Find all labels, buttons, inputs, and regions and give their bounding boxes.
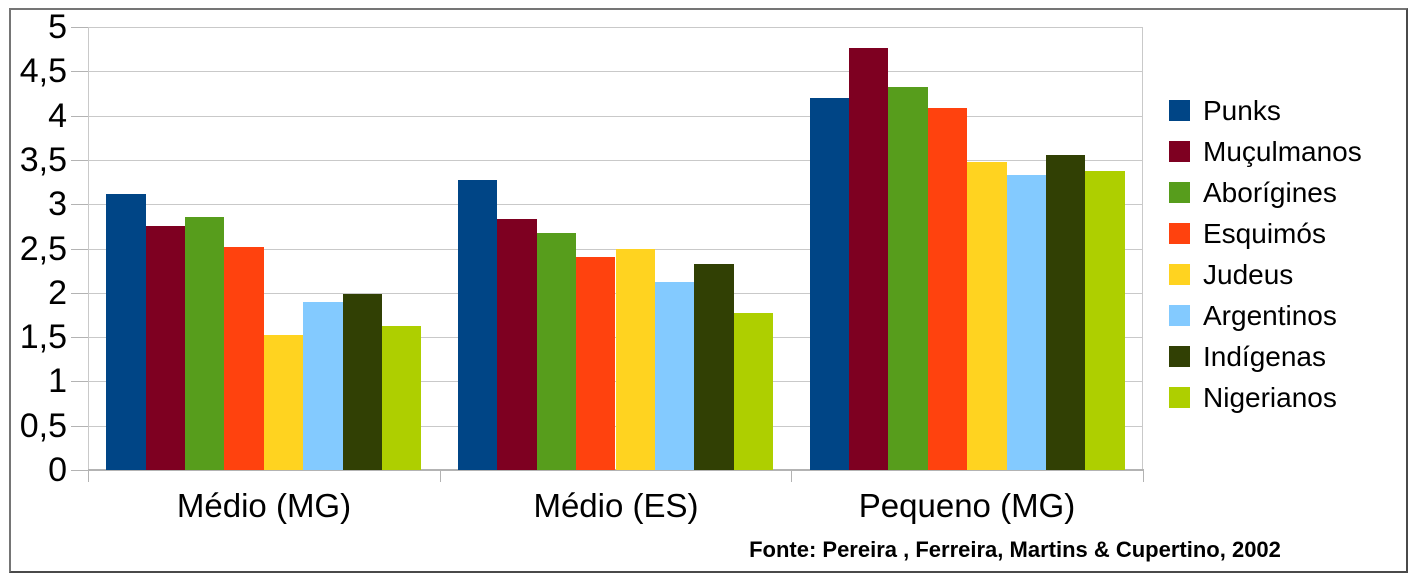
- gridline: [88, 115, 1143, 117]
- y-axis-label: 1: [48, 362, 67, 400]
- legend-item-muculmanos: Muçulmanos: [1169, 136, 1362, 167]
- legend-color-swatch-icon: [1169, 305, 1190, 326]
- legend-item-indigenas: Indígenas: [1169, 341, 1362, 372]
- bar-punks-medio-es: [457, 180, 498, 470]
- y-axis-label: 4,5: [19, 52, 67, 90]
- bar-nigerianos-pequeno-mg: [1085, 170, 1125, 470]
- gridline: [88, 27, 1143, 28]
- y-axis-label: 1,5: [19, 318, 67, 356]
- bar-esquimos-pequeno-mg: [927, 107, 968, 470]
- y-axis-label: 3: [48, 185, 67, 223]
- bar-judeus-medio-mg: [263, 335, 304, 470]
- x-axis-label-medio-es: Médio (ES): [533, 487, 699, 524]
- bar-aborigines-medio-es: [536, 233, 577, 470]
- legend-item-aborigines: Aborígines: [1169, 177, 1362, 208]
- bar-nigerianos-medio-es: [733, 313, 774, 470]
- legend-label: Indígenas: [1203, 341, 1326, 372]
- plot-wall-left-edge: [88, 27, 89, 470]
- y-axis-tick: [71, 204, 88, 205]
- y-axis-tick: [71, 160, 88, 161]
- legend-item-nigerianos: Nigerianos: [1169, 382, 1362, 413]
- y-axis-label: 2: [48, 274, 67, 312]
- legend-item-argentinos: Argentinos: [1169, 300, 1362, 331]
- bar-aborigines-medio-mg: [185, 217, 225, 470]
- legend-label: Muçulmanos: [1203, 136, 1362, 167]
- legend-label: Nigerianos: [1203, 382, 1337, 413]
- bar-judeus-medio-es: [615, 248, 655, 470]
- y-axis-tick: [71, 426, 88, 427]
- legend-label: Aborígines: [1203, 177, 1337, 208]
- legend-color-swatch-icon: [1169, 100, 1190, 121]
- y-axis-tick: [71, 249, 88, 250]
- legend-item-esquimos: Esquimós: [1169, 218, 1362, 249]
- legend-item-punks: Punks: [1169, 95, 1362, 126]
- bar-indigenas-medio-mg: [342, 293, 383, 470]
- bar-judeus-pequeno-mg: [967, 161, 1007, 470]
- legend: Punks Muçulmanos Aborígines Esquimós Judeus A…: [1169, 95, 1362, 428]
- bar-muculmanos-pequeno-mg: [848, 48, 889, 470]
- x-axis-tick: [88, 470, 89, 482]
- x-axis-label-medio-mg: Médio (MG): [176, 487, 352, 524]
- x-axis-tick: [791, 470, 792, 482]
- y-axis-label: 0,5: [19, 407, 67, 445]
- gridline: [88, 159, 1143, 161]
- legend-label: Judeus: [1203, 259, 1294, 290]
- y-axis-tick: [71, 470, 88, 471]
- x-axis-line: [88, 469, 1144, 471]
- legend-color-swatch-icon: [1169, 223, 1190, 244]
- y-axis-label: 0: [48, 451, 67, 489]
- bar-aborigines-pequeno-mg: [888, 87, 928, 470]
- bar-argentinos-pequeno-mg: [1006, 174, 1046, 470]
- legend-item-judeus: Judeus: [1169, 259, 1362, 290]
- bar-punks-medio-mg: [106, 194, 146, 470]
- gridline: [88, 71, 1143, 73]
- y-axis-label: 4: [48, 97, 67, 135]
- gridline: [88, 204, 1143, 206]
- legend-color-swatch-icon: [1169, 264, 1190, 285]
- y-axis-tick: [71, 337, 88, 338]
- legend-color-swatch-icon: [1169, 141, 1190, 162]
- plot-wall-right-edge: [1142, 27, 1143, 470]
- bar-argentinos-medio-mg: [303, 301, 343, 470]
- source-note: Fonte: Pereira , Ferreira, Martins & Cup…: [749, 537, 1281, 562]
- legend-label: Punks: [1203, 95, 1281, 126]
- legend-label: Esquimós: [1203, 218, 1326, 249]
- bar-esquimos-medio-mg: [224, 246, 264, 470]
- legend-color-swatch-icon: [1169, 346, 1190, 367]
- y-axis-tick: [71, 293, 88, 294]
- bar-punks-pequeno-mg: [809, 97, 849, 470]
- y-axis-tick: [71, 27, 88, 28]
- x-axis-tick: [1143, 470, 1144, 482]
- bar-esquimos-medio-es: [576, 257, 616, 470]
- x-axis-tick: [440, 470, 441, 482]
- legend-label: Argentinos: [1203, 300, 1337, 331]
- y-axis-tick: [71, 71, 88, 72]
- y-axis-tick: [71, 381, 88, 382]
- bar-muculmanos-medio-es: [497, 219, 537, 470]
- x-axis-label-pequeno-mg: Pequeno (MG): [858, 487, 1076, 524]
- bar-nigerianos-medio-mg: [382, 326, 422, 470]
- bar-muculmanos-medio-mg: [145, 226, 186, 470]
- bar-argentinos-medio-es: [654, 282, 695, 470]
- y-axis-label: 5: [48, 8, 67, 46]
- bar-indigenas-medio-es: [694, 263, 734, 470]
- bar-indigenas-pequeno-mg: [1045, 154, 1086, 470]
- legend-color-swatch-icon: [1169, 387, 1190, 408]
- legend-color-swatch-icon: [1169, 182, 1190, 203]
- y-axis-tick: [71, 116, 88, 117]
- y-axis-label: 2,5: [19, 230, 67, 268]
- y-axis-label: 3,5: [19, 141, 67, 179]
